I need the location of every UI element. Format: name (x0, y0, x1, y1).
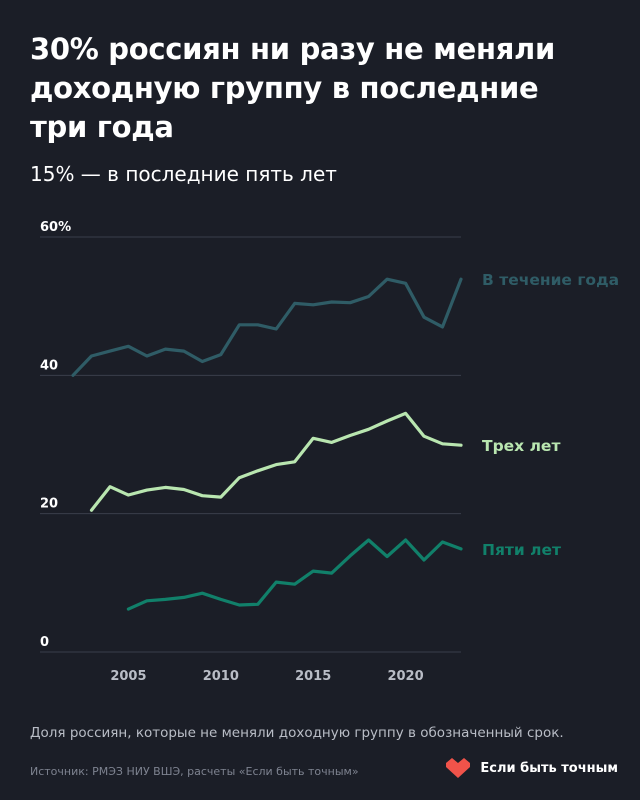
brand: Если быть точным (444, 757, 618, 779)
x-tick-label: 2015 (295, 669, 331, 684)
chart-caption: Доля россиян, которые не меняли доходную… (30, 725, 564, 741)
x-tick-label: 2010 (203, 669, 239, 684)
x-tick-label: 2005 (110, 669, 146, 684)
y-tick-label: 40 (40, 358, 58, 373)
chart-subtitle: 15% — в последние пять лет (30, 162, 337, 186)
line-chart: 0 20 40 60% 2005 2010 2015 2020 В течение года Тр… (40, 220, 619, 684)
series-line-three (89, 411, 463, 512)
y-tick-label: 20 (40, 497, 58, 512)
brand-logo-icon (446, 758, 471, 778)
series-line-five (126, 538, 463, 611)
brand-name: Если быть точным (480, 760, 618, 776)
series-label-three: Трех лет (482, 437, 560, 455)
x-tick-label: 2020 (387, 669, 423, 684)
series-line-year (71, 277, 463, 377)
series-label-year: В течение года (482, 271, 619, 289)
y-tick-label: 0 (40, 635, 49, 650)
source-note: Источник: РМЭЗ НИУ ВШЭ, расчеты «Если бы… (30, 765, 359, 778)
chart-title: 30% россиян ни разу не меняли доходную г… (30, 32, 555, 144)
y-tick-label: 60% (40, 220, 71, 235)
series-label-five: Пяти лет (482, 541, 561, 559)
